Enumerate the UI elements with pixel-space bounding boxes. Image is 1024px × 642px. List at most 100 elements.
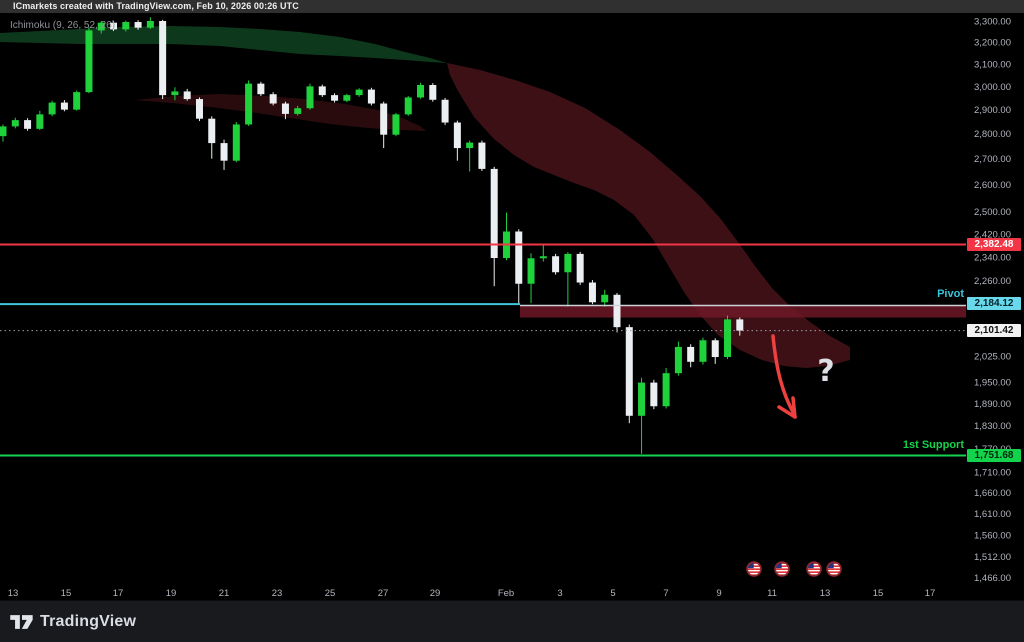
- time-axis-tick: Feb: [498, 588, 514, 599]
- candle-up: [564, 253, 572, 273]
- watermark-bar: ICmarkets created with TradingView.com, …: [0, 0, 1024, 13]
- price-axis-tick: 2,800.00: [974, 129, 1011, 140]
- price-axis-tick: 3,200.00: [974, 38, 1011, 49]
- time-axis-tick: 27: [378, 588, 389, 599]
- question-mark-annotation: ?: [817, 354, 835, 389]
- price-axis-tick: 2,340.00: [974, 252, 1011, 263]
- time-axis-tick: 3: [557, 588, 562, 599]
- candle-down: [625, 327, 633, 416]
- candle-down: [195, 99, 203, 119]
- time-axis-tick: 7: [663, 588, 668, 599]
- price-axis-tick: 1,466.00: [974, 573, 1011, 584]
- candle-down: [453, 122, 461, 149]
- tradingview-logo-icon[interactable]: [10, 614, 34, 630]
- candle-up: [232, 124, 240, 161]
- price-label-resistance: 2,382.48: [967, 238, 1021, 251]
- time-axis-tick: 13: [8, 588, 19, 599]
- candle-up: [122, 22, 130, 30]
- candle-down: [687, 346, 695, 362]
- candle-down: [613, 294, 621, 328]
- price-label-last: 2,101.42: [967, 324, 1021, 337]
- kumo-green: [0, 26, 447, 63]
- candle-up: [306, 86, 314, 109]
- candle-up: [638, 382, 646, 416]
- price-axis-tick: 1,512.00: [974, 552, 1011, 563]
- candle-down: [281, 103, 289, 114]
- support-line-title: 1st Support: [902, 439, 964, 451]
- time-axis-tick: 17: [113, 588, 124, 599]
- pivot-line-title: Pivot: [937, 288, 964, 300]
- time-axis-tick: 9: [716, 588, 721, 599]
- candle-up: [527, 258, 535, 284]
- candle-up: [674, 346, 682, 374]
- price-axis-tick: 2,500.00: [974, 207, 1011, 218]
- tradingview-logo-text[interactable]: TradingView: [40, 612, 137, 630]
- time-axis-tick: 21: [219, 588, 230, 599]
- footer-bar: TradingView: [0, 600, 1024, 642]
- price-axis-tick: 1,830.00: [974, 421, 1011, 432]
- time-axis-tick: 25: [325, 588, 336, 599]
- price-axis-tick: 1,610.00: [974, 509, 1011, 520]
- candle-up: [355, 89, 363, 96]
- candle-up: [245, 83, 253, 125]
- candle-up: [11, 120, 19, 127]
- price-label-support: 1,751.68: [967, 449, 1021, 462]
- candle-down: [490, 168, 498, 259]
- candle-down: [60, 102, 68, 110]
- price-axis-tick: 3,000.00: [974, 82, 1011, 93]
- kumo-red-lens: [135, 94, 426, 131]
- price-axis-tick: 1,560.00: [974, 530, 1011, 541]
- price-axis-tick: 1,950.00: [974, 377, 1011, 388]
- price-axis-tick: 3,100.00: [974, 59, 1011, 70]
- candle-up: [699, 340, 707, 362]
- indicator-label[interactable]: Ichimoku (9, 26, 52, 26): [10, 20, 116, 31]
- candle-down: [515, 231, 523, 284]
- candle-down: [269, 94, 277, 104]
- down-arrow-drawing[interactable]: [771, 334, 795, 414]
- us-flag-event-icon[interactable]: [747, 562, 761, 576]
- us-flag-event-icon[interactable]: [827, 562, 841, 576]
- time-axis-tick: 29: [430, 588, 441, 599]
- candle-up: [343, 95, 351, 101]
- price-axis-tick: 2,260.00: [974, 276, 1011, 287]
- candle-up: [601, 294, 609, 303]
- candle-up: [146, 21, 154, 28]
- time-axis-tick: 15: [873, 588, 884, 599]
- candle-down: [478, 142, 486, 169]
- candle-up: [417, 85, 425, 98]
- candle-up: [404, 97, 412, 115]
- time-axis-tick: 15: [61, 588, 72, 599]
- candle-down: [331, 95, 339, 101]
- time-axis-tick: 13: [820, 588, 831, 599]
- candle-down: [24, 120, 32, 129]
- price-axis-tick: 1,660.00: [974, 488, 1011, 499]
- candle-down: [318, 86, 326, 96]
- candle-down: [552, 256, 560, 273]
- supply-zone-rectangle[interactable]: [520, 305, 966, 318]
- candle-up: [0, 126, 7, 137]
- chart-title: ICmarkets created with TradingView.com, …: [13, 1, 299, 11]
- price-axis-tick: 2,900.00: [974, 105, 1011, 116]
- candle-down: [220, 143, 228, 161]
- price-axis-tick: 2,025.00: [974, 352, 1011, 363]
- candle-up: [36, 114, 44, 129]
- candle-down: [650, 382, 658, 407]
- price-axis-tick: 1,890.00: [974, 399, 1011, 410]
- candle-down: [159, 21, 167, 96]
- candle-up: [97, 22, 105, 31]
- candle-up: [662, 373, 670, 407]
- candle-down: [576, 253, 584, 283]
- us-flag-event-icon[interactable]: [807, 562, 821, 576]
- time-axis-tick: 19: [166, 588, 177, 599]
- time-axis-tick: 23: [272, 588, 283, 599]
- candle-down: [588, 282, 596, 303]
- candle-down: [429, 85, 437, 100]
- candle-up: [724, 319, 732, 358]
- candle-down: [134, 22, 142, 28]
- candle-down: [110, 22, 118, 30]
- candle-up: [171, 91, 179, 96]
- us-flag-event-icon[interactable]: [775, 562, 789, 576]
- candle-down: [183, 91, 191, 100]
